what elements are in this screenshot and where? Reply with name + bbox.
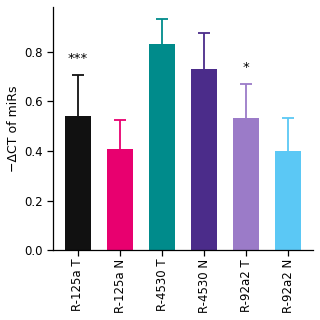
Text: ***: *** bbox=[68, 52, 88, 65]
Text: *: * bbox=[243, 61, 250, 74]
Y-axis label: −ΔCT of miRs: −ΔCT of miRs bbox=[7, 85, 20, 172]
Bar bbox=[149, 44, 175, 251]
Bar bbox=[107, 148, 133, 251]
Bar bbox=[275, 151, 301, 251]
Bar bbox=[65, 116, 91, 251]
Bar bbox=[233, 117, 259, 251]
Bar bbox=[191, 69, 217, 251]
